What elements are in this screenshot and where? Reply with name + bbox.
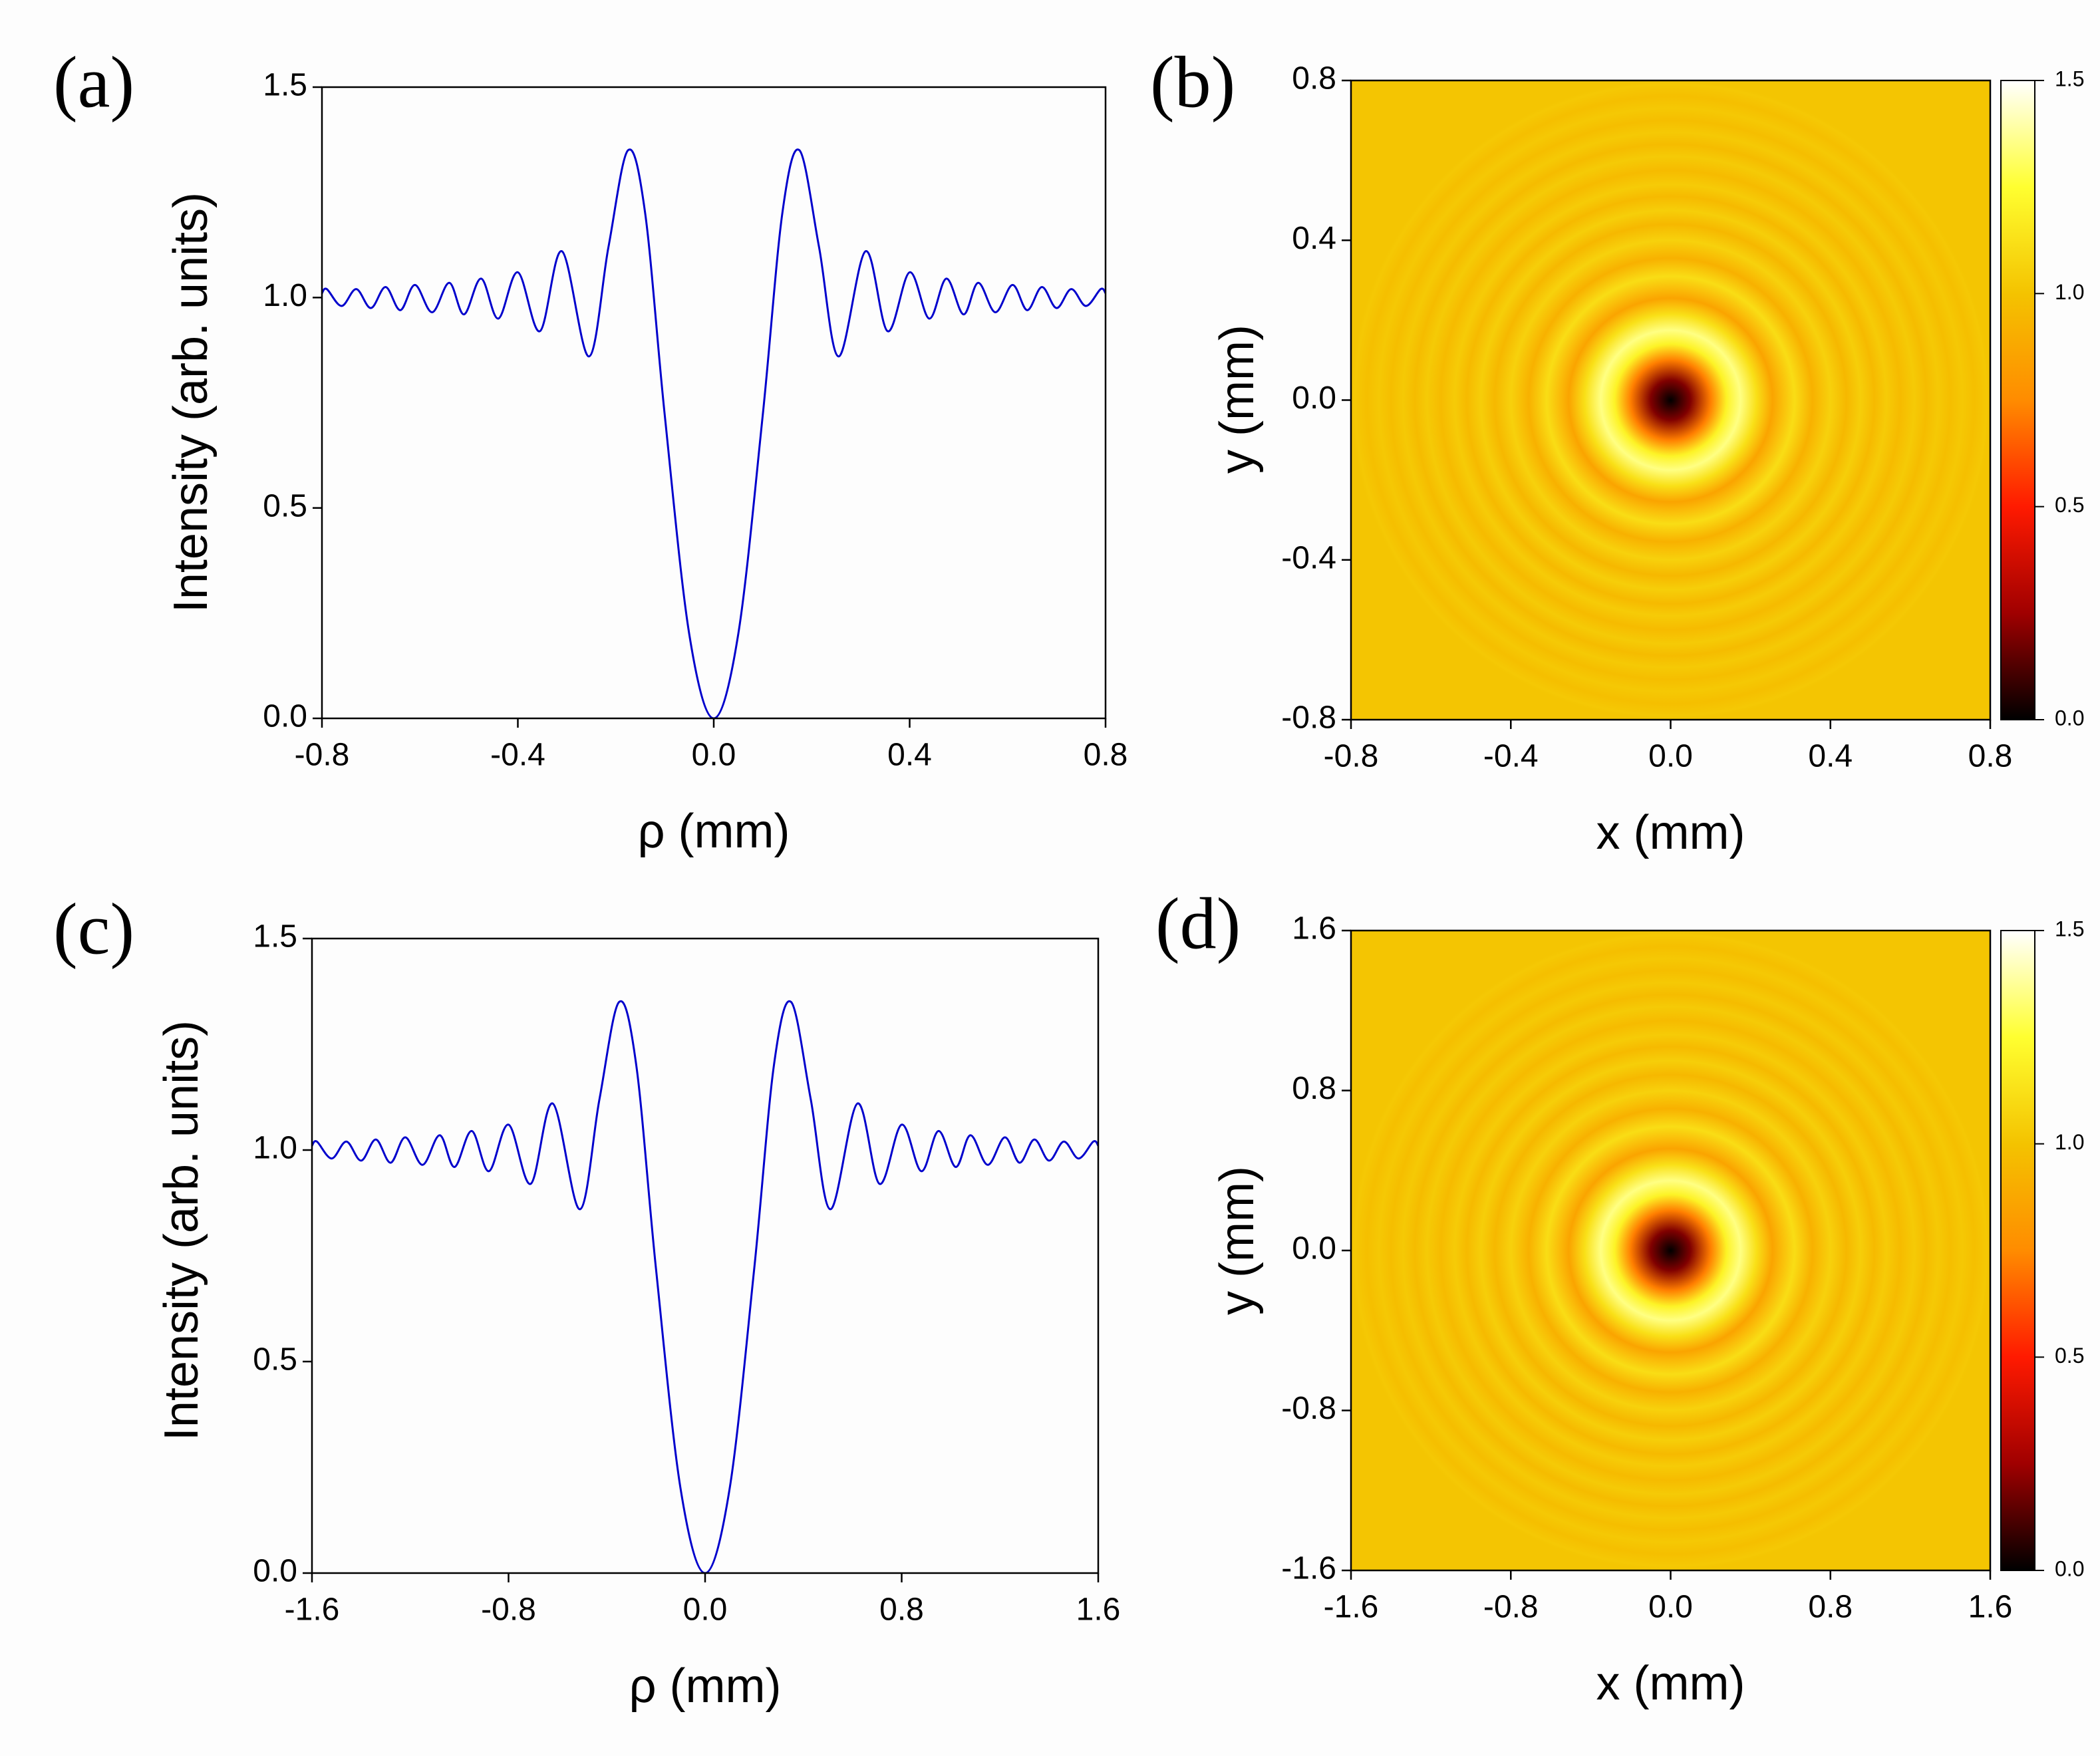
y-axis-title: Intensity (arb. units): [164, 192, 218, 613]
colorbar-tick-label: 0.5: [2055, 493, 2084, 517]
panel-label: (d): [1155, 883, 1241, 964]
plot-frame: [311, 937, 1100, 1574]
y-tick-label: 1.0: [263, 278, 307, 313]
colorbar-tick-label: 0.0: [2055, 1556, 2084, 1580]
y-tick-label: 0.8: [1292, 1071, 1336, 1106]
colorbar-tick-label: 1.5: [2055, 67, 2084, 90]
y-axis-title: y (mm): [1211, 325, 1264, 474]
y-tick-label: 0.0: [253, 1554, 297, 1589]
x-tick-label: -0.8: [1324, 739, 1379, 774]
y-axis-title: y (mm): [1211, 1166, 1264, 1315]
heatmap: [1351, 80, 1990, 720]
x-tick-label: 0.0: [1648, 1590, 1693, 1625]
colorbar-tick-label: 0.5: [2055, 1344, 2084, 1368]
panel-label: (c): [53, 888, 134, 969]
y-tick-label: 1.6: [1292, 911, 1336, 947]
y-tick-label: 0.5: [253, 1342, 297, 1378]
x-tick-label: -1.6: [1324, 1590, 1379, 1625]
y-tick-label: 1.0: [253, 1131, 297, 1166]
x-tick-label: 0.8: [1968, 739, 2013, 774]
colorbar: [2000, 80, 2035, 720]
x-tick-label: -1.6: [285, 1592, 340, 1628]
line-series: [311, 1000, 1100, 1574]
colorbar-tick-label: 0.0: [2055, 706, 2084, 730]
x-tick-label: -0.8: [295, 738, 350, 773]
x-tick-label: -0.8: [481, 1592, 536, 1628]
x-axis-title: x (mm): [1596, 806, 1745, 859]
colorbar-tick-label: 1.0: [2055, 280, 2084, 304]
y-axis-title: Intensity (arb. units): [155, 1020, 208, 1441]
x-tick-label: 0.8: [1084, 738, 1128, 773]
y-tick-label: 0.4: [1292, 221, 1336, 256]
line-series: [321, 148, 1107, 720]
y-tick-label: -1.6: [1281, 1551, 1336, 1586]
panel-label: (b): [1150, 41, 1235, 122]
y-tick-label: 0.0: [1292, 380, 1336, 416]
y-tick-label: 0.0: [263, 699, 307, 734]
colorbar: [2000, 930, 2035, 1571]
y-tick-label: 0.0: [1292, 1231, 1336, 1266]
x-tick-label: 0.8: [1808, 1590, 1853, 1625]
x-tick-label: 0.8: [879, 1592, 924, 1628]
colorbar-tick-label: 1.0: [2055, 1130, 2084, 1154]
x-tick-label: 0.0: [692, 738, 736, 773]
x-axis-title: x (mm): [1596, 1657, 1745, 1710]
y-tick-label: 1.5: [253, 919, 297, 954]
x-tick-label: -0.4: [1483, 739, 1539, 774]
x-tick-label: 0.0: [1648, 739, 1693, 774]
x-tick-label: 1.6: [1076, 1592, 1121, 1628]
y-tick-label: -0.8: [1281, 1391, 1336, 1426]
plot-frame: [321, 86, 1107, 720]
panel-label: (a): [53, 41, 134, 122]
x-tick-label: -0.4: [490, 738, 545, 773]
y-tick-label: -0.8: [1281, 700, 1336, 736]
y-tick-label: 1.5: [263, 68, 307, 103]
x-tick-label: 0.4: [887, 738, 932, 773]
y-tick-label: 0.5: [263, 488, 307, 523]
colorbar-tick-label: 1.5: [2055, 917, 2084, 941]
x-axis-title: ρ (mm): [638, 805, 790, 858]
x-tick-label: 0.4: [1808, 739, 1853, 774]
y-tick-label: 0.8: [1292, 61, 1336, 96]
y-tick-label: -0.4: [1281, 540, 1336, 575]
heatmap: [1351, 931, 1990, 1570]
x-tick-label: 0.0: [683, 1592, 728, 1628]
x-tick-label: -0.8: [1483, 1590, 1539, 1625]
x-axis-title: ρ (mm): [629, 1660, 782, 1713]
x-tick-label: 1.6: [1968, 1590, 2013, 1625]
